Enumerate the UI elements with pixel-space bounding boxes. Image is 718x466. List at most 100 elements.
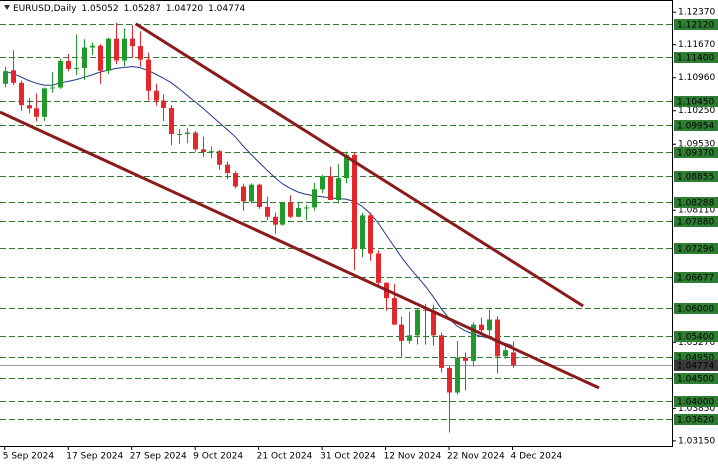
level-label: 1.07880 — [677, 218, 714, 228]
plot-area — [0, 22, 672, 433]
candle-body — [154, 90, 159, 101]
candle-body — [423, 309, 428, 311]
x-tick-label: 21 Oct 2024 — [257, 452, 313, 462]
candle-body — [146, 59, 151, 91]
candle-body — [328, 176, 333, 201]
header-value: 1.05287 — [124, 4, 161, 14]
candle-body — [320, 176, 325, 190]
candle-body — [98, 45, 103, 71]
candle-body — [169, 107, 174, 134]
candle-body — [82, 47, 87, 68]
symbol: EURUSD,Daily — [13, 4, 77, 14]
candle-body — [193, 132, 198, 150]
level-label-box — [674, 396, 718, 407]
candle-body — [503, 350, 508, 357]
candle-body — [90, 45, 95, 48]
level-label: 1.04500 — [677, 375, 714, 385]
y-tick-label: 1.10250 — [678, 106, 715, 116]
level-label: 1.12120 — [677, 21, 714, 31]
level-label-box — [674, 373, 718, 384]
candle-body — [479, 324, 484, 331]
trend-line — [0, 110, 600, 390]
trend-line — [134, 22, 584, 308]
candle-body — [368, 215, 373, 254]
x-tick-label: 31 Oct 2024 — [320, 452, 376, 462]
y-tick-label: 1.09530 — [678, 140, 715, 150]
candle-body — [74, 67, 79, 69]
level-label: 1.04950 — [677, 354, 714, 364]
candle-body — [352, 154, 357, 249]
x-tick-label: 22 Nov 2024 — [447, 452, 505, 462]
candle-body — [201, 149, 206, 153]
level-label: 1.11400 — [677, 54, 714, 64]
level-label: 1.10450 — [677, 98, 714, 108]
symbol-icon — [4, 5, 10, 10]
candle-body — [42, 88, 47, 117]
candle-body — [288, 202, 293, 217]
candle-body — [66, 60, 71, 69]
candle-body — [455, 357, 460, 393]
level-label-box — [674, 272, 718, 283]
x-tick-label: 12 Nov 2024 — [384, 452, 442, 462]
candle-body — [360, 215, 365, 249]
candle-body — [58, 60, 63, 88]
candle-body — [399, 324, 404, 341]
candle-body — [138, 46, 143, 60]
y-tick-label: 1.05270 — [678, 338, 715, 348]
level-label-box — [674, 331, 718, 342]
header-value: 1.05052 — [81, 4, 118, 14]
candle-body — [34, 108, 39, 117]
level-label: 1.03620 — [677, 416, 714, 426]
level-label-box — [674, 216, 718, 227]
candle-body — [130, 38, 135, 47]
candle-body — [225, 164, 230, 174]
candle-body — [114, 38, 119, 61]
level-label: 1.05400 — [677, 333, 714, 343]
header-value: 1.04774 — [208, 4, 245, 14]
candle-body — [407, 335, 412, 341]
candle-body — [27, 105, 32, 109]
candle-body — [344, 154, 349, 179]
x-tick-label: 9 Oct 2024 — [193, 452, 243, 462]
candle-body — [463, 357, 468, 361]
x-tick-label: 17 Sep 2024 — [66, 452, 123, 462]
candle-body — [495, 319, 500, 357]
y-tick-label: 1.08110 — [678, 206, 715, 216]
level-label: 1.09370 — [677, 149, 714, 159]
level-label: 1.08855 — [677, 173, 714, 183]
moving-average — [4, 66, 513, 347]
y-tick-label: 1.03150 — [678, 436, 715, 446]
y-tick-label: 1.03850 — [678, 404, 715, 414]
candle-body — [304, 207, 309, 209]
candle-body — [11, 70, 16, 83]
candle-body — [185, 132, 190, 134]
candle-body — [511, 352, 516, 366]
level-label: 1.08288 — [677, 199, 714, 209]
candle-body — [280, 202, 285, 225]
candle-body — [217, 151, 222, 165]
level-label-box — [674, 243, 718, 254]
level-label: 1.06677 — [677, 274, 714, 284]
candle-body — [392, 298, 397, 325]
level-label-box — [674, 19, 718, 30]
candle-body — [106, 38, 111, 71]
level-label: 1.06000 — [677, 305, 714, 315]
level-label-box — [674, 120, 718, 131]
x-tick-label: 5 Sep 2024 — [3, 452, 55, 462]
candle-body — [241, 186, 246, 202]
level-label-box — [674, 197, 718, 208]
current-price-box — [674, 360, 718, 371]
candle-body — [19, 82, 24, 106]
level-label-box — [674, 303, 718, 314]
y-tick-label: 1.10960 — [678, 73, 715, 83]
candle-body — [439, 335, 444, 368]
candle-body — [209, 151, 214, 153]
current-price-label: 1.04774 — [677, 362, 714, 372]
chart-header: EURUSD,Daily 1.05052 1.05287 1.04720 1.04774 — [13, 4, 246, 14]
candle-body — [249, 184, 254, 202]
level-label: 1.09954 — [677, 122, 714, 132]
header-value: 1.04720 — [166, 4, 203, 14]
level-label: 1.04000 — [677, 398, 714, 408]
level-label-box — [674, 171, 718, 182]
y-tick-label: 1.11670 — [678, 40, 715, 50]
